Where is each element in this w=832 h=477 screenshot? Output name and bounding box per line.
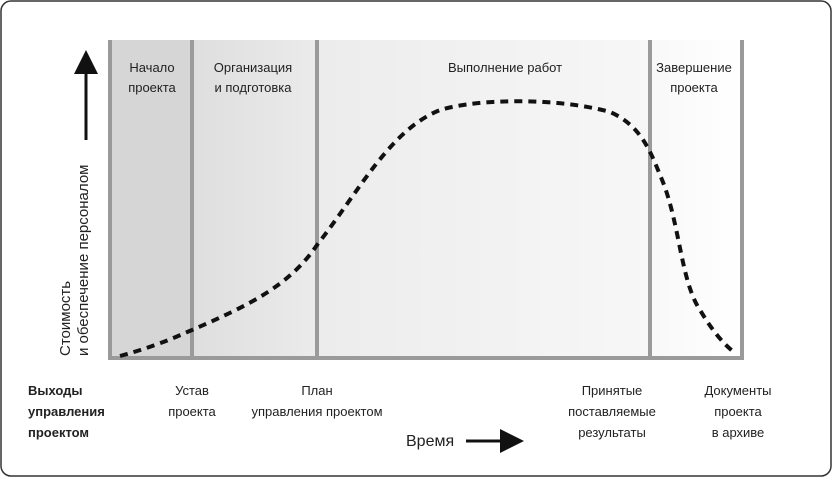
output-label: в архиве: [712, 425, 765, 440]
phase-label: Выполнение работ: [448, 60, 562, 75]
output-label: результаты: [578, 425, 646, 440]
phase-label: и подготовка: [215, 80, 293, 95]
phase-band: [317, 40, 650, 358]
output-label: План: [301, 383, 332, 398]
output-label: Принятые: [582, 383, 643, 398]
output-label: поставляемые: [568, 404, 656, 419]
outputs-heading: управления: [28, 404, 105, 419]
phase-label: Завершение: [656, 60, 732, 75]
x-axis-label: Время: [406, 433, 454, 450]
dividers: [108, 40, 744, 360]
output-label: Документы: [704, 383, 771, 398]
outputs-heading: проектом: [28, 425, 89, 440]
output-label: Устав: [175, 383, 209, 398]
phase-label: Организация: [214, 60, 292, 75]
phase-label: Начало: [129, 60, 174, 75]
output-label: проекта: [714, 404, 762, 419]
phase-band: [192, 40, 317, 358]
output-label: управления проектом: [251, 404, 382, 419]
effort-curve: [119, 99, 738, 358]
phase-label: проекта: [128, 80, 176, 95]
phase-band: [110, 40, 192, 358]
y-axis-label: Стоимость: [57, 281, 74, 356]
outputs-heading: Выходы: [28, 383, 83, 398]
phase-label: проекта: [670, 80, 718, 95]
output-label: проекта: [168, 404, 216, 419]
y-axis-label: и обеспечение персоналом: [75, 165, 92, 356]
